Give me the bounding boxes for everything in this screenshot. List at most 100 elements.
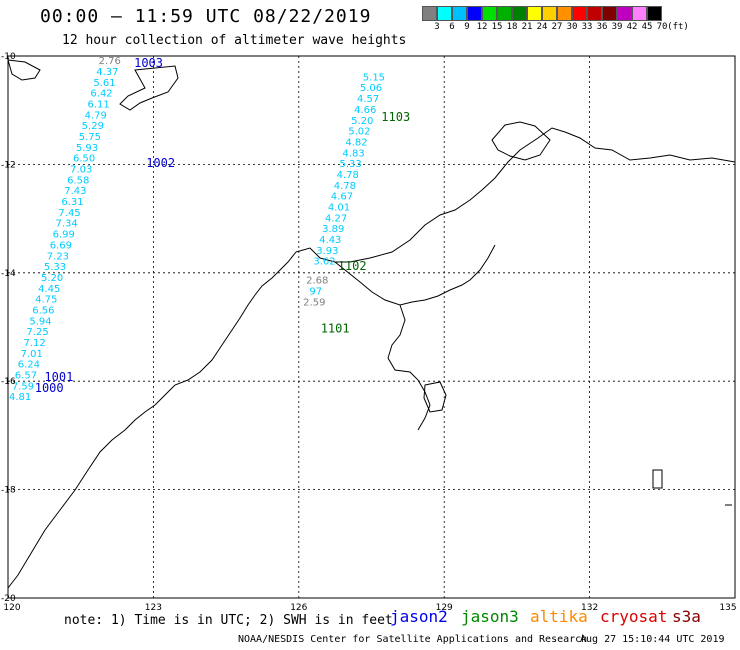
color-swatch xyxy=(512,6,527,21)
color-swatch xyxy=(437,6,452,21)
pass-number-label: 1102 xyxy=(338,259,367,273)
wave-height-value: 5.33 xyxy=(340,159,362,170)
color-swatch xyxy=(572,6,587,21)
coastline-gulf xyxy=(387,304,431,431)
color-scale-label: 36 xyxy=(596,22,608,32)
color-scale-label: 21 xyxy=(521,22,533,32)
color-scale-label: 18 xyxy=(506,22,518,32)
wave-height-value: 4.82 xyxy=(345,137,367,148)
longitude-tick-label: 123 xyxy=(145,603,162,613)
graticule xyxy=(8,56,735,598)
wave-height-value: 7.03 xyxy=(70,165,92,176)
pass-number-label: 1101 xyxy=(321,321,350,335)
coastline-island-b xyxy=(652,469,663,489)
footnote: note: 1) Time is in UTC; 2) SWH is in fe… xyxy=(64,613,393,628)
color-scale-unit: (ft) xyxy=(667,22,689,32)
wave-height-value: 6.57 xyxy=(15,370,37,381)
wave-height-value: 7.25 xyxy=(26,327,48,338)
wave-height-value: 4.43 xyxy=(319,235,341,246)
wave-height-value: 4.57 xyxy=(357,94,379,105)
wave-height-value: 4.83 xyxy=(342,148,364,159)
wave-height-value: 4.66 xyxy=(354,105,376,116)
color-swatch xyxy=(542,6,557,21)
wave-height-value: 6.69 xyxy=(50,240,72,251)
color-scale-label: 45 xyxy=(641,22,653,32)
wave-height-value: 4.79 xyxy=(85,110,107,121)
wave-height-value: 7.12 xyxy=(24,338,46,349)
color-swatch xyxy=(482,6,497,21)
wave-height-value: 7.01 xyxy=(21,349,43,360)
color-scale-label: 9 xyxy=(464,22,470,32)
wave-height-value: 4.81 xyxy=(9,392,31,403)
wave-height-value: 6.58 xyxy=(67,175,89,186)
color-scale-label: 30 xyxy=(566,22,578,32)
color-scale-labels: 3 6 9 12 15 18 21 24 27 30 33 36 39 42 45 70 (ft) xyxy=(422,21,689,33)
color-scale-label: 42 xyxy=(626,22,638,32)
longitude-tick-label: 132 xyxy=(581,603,598,613)
wave-height-value: 6.31 xyxy=(61,197,83,208)
color-swatch xyxy=(497,6,512,21)
coastline-cobourg xyxy=(491,121,551,161)
wave-height-value: 6.11 xyxy=(87,99,109,110)
wave-height-value: 2.68 xyxy=(306,276,328,287)
latitude-tick-label: -20 xyxy=(1,594,16,604)
latitude-tick-label: -18 xyxy=(1,486,16,496)
color-scale-label: 33 xyxy=(581,22,593,32)
wave-height-value: 7.23 xyxy=(47,251,69,262)
wave-height-value: 4.37 xyxy=(96,67,118,78)
wave-height-value: 3.93 xyxy=(316,246,338,257)
pass-number-label: 1003 xyxy=(134,56,163,70)
longitude-tick-label: 129 xyxy=(436,603,453,613)
agency-credit: NOAA/NESDIS Center for Satellite Applica… xyxy=(238,634,588,645)
color-scale-swatches xyxy=(422,6,662,21)
wave-height-value: 7.34 xyxy=(56,219,78,230)
color-swatch xyxy=(422,6,437,21)
pass-number-label: 1001 xyxy=(44,370,73,384)
wave-height-value: 3.89 xyxy=(322,224,344,235)
color-scale-label: 6 xyxy=(449,22,455,32)
wave-height-value: 4.45 xyxy=(38,284,60,295)
latitude-tick-label: -14 xyxy=(1,269,16,279)
coastline-top-end xyxy=(295,127,736,263)
wave-height-value: 6.99 xyxy=(53,230,75,241)
map-subtitle: 12 hour collection of altimeter wave hei… xyxy=(62,33,407,48)
latitude-tick-label: -16 xyxy=(1,377,16,387)
wave-height-value: 7.45 xyxy=(58,208,80,219)
color-swatch xyxy=(632,6,647,21)
color-swatch xyxy=(527,6,542,21)
latitude-tick-label: -12 xyxy=(1,160,16,170)
color-scale-label: 12 xyxy=(476,22,488,32)
wave-height-value: 5.20 xyxy=(41,273,63,284)
longitude-tick-label: 126 xyxy=(290,603,307,613)
pass-number-label: 1000 xyxy=(35,381,64,395)
wave-height-value: 4.27 xyxy=(325,213,347,224)
altimeter-tracks: 2.764.375.616.426.114.795.295.755.936.50… xyxy=(9,56,410,403)
wave-height-value: 5.15 xyxy=(363,72,385,83)
legend-s3a: s3a xyxy=(672,607,701,626)
wave-height-value: 4.75 xyxy=(35,295,57,306)
wave-height-value: 2.76 xyxy=(99,56,121,67)
wave-height-value: 5.20 xyxy=(351,116,373,127)
wave-height-value: 7.59 xyxy=(12,381,34,392)
color-swatch xyxy=(557,6,572,21)
legend-jason3: jason3 xyxy=(461,607,519,626)
color-swatch xyxy=(602,6,617,21)
coastline-bonaparte xyxy=(334,244,496,306)
color-swatch xyxy=(467,6,482,21)
wave-height-value: 5.61 xyxy=(93,78,115,89)
wave-height-value: 4.78 xyxy=(334,181,356,192)
latitude-tick-label: -10 xyxy=(1,52,16,62)
color-scale-label: 70 xyxy=(656,22,668,32)
wave-height-value: 4.67 xyxy=(331,192,353,203)
color-swatch xyxy=(587,6,602,21)
map-title: 00:00 – 11:59 UTC 08/22/2019 xyxy=(40,6,372,27)
wave-height-value: 5.94 xyxy=(29,316,51,327)
axis-labels: 120 123 126 129 132 135 -10 -12 -14 -16 -18 -20 xyxy=(1,52,737,613)
wave-height-value: 6.50 xyxy=(73,154,95,165)
wave-height-value: 97 xyxy=(309,286,322,297)
color-scale-label: 27 xyxy=(551,22,563,32)
wave-height-value: 4.78 xyxy=(337,170,359,181)
coastlines xyxy=(7,59,736,589)
wave-height-value: 7.43 xyxy=(64,186,86,197)
